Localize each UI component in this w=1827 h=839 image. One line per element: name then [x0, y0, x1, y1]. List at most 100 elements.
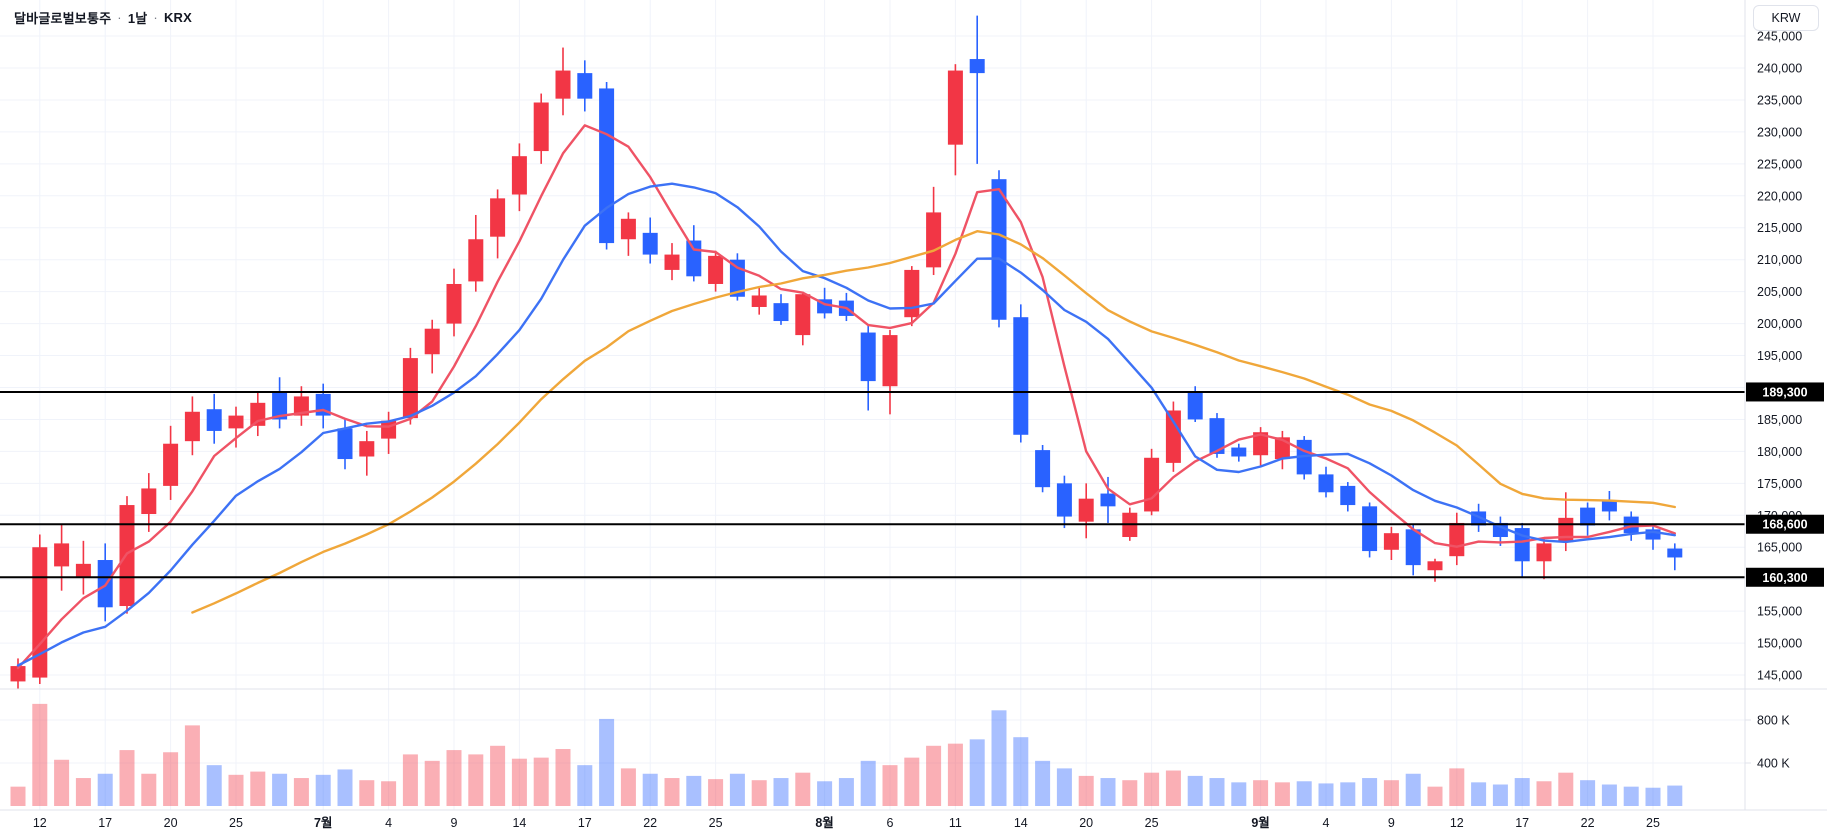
volume-bar: [1667, 785, 1683, 806]
candle-body: [446, 283, 462, 324]
candle-body: [1318, 474, 1334, 493]
candle-body: [1144, 457, 1160, 512]
price-line-badge-label: 189,300: [1762, 385, 1807, 399]
volume-bar: [1296, 781, 1312, 806]
volume-bar: [1536, 781, 1552, 806]
candle-body: [1449, 522, 1465, 557]
price-lines[interactable]: [0, 390, 1745, 579]
candle-body: [1100, 493, 1116, 507]
volume-bar: [1362, 778, 1378, 806]
price-tick-label: 245,000: [1757, 30, 1802, 44]
volume-bar: [10, 786, 26, 806]
candle-body: [184, 411, 200, 442]
candle-body: [1427, 561, 1443, 571]
volume-bar: [184, 725, 200, 806]
candle-body: [533, 102, 549, 152]
time-tick-label: 14: [1014, 816, 1028, 830]
time-tick-label: 20: [164, 816, 178, 830]
price-tick-label: 185,000: [1757, 413, 1802, 427]
time-tick-label: 25: [1145, 816, 1159, 830]
volume-bar: [315, 774, 331, 806]
time-axis[interactable]: 12 17 20 25 7월 4 9 14 17 22 25 8월 6 11 14 20 25 9월 4 9 12 17 2…: [33, 815, 1660, 830]
candle-body: [860, 332, 876, 382]
price-axis[interactable]: 145,000150,000155,000160,000165,000170,0…: [1745, 30, 1824, 771]
candle-body: [969, 59, 985, 74]
candle-body: [751, 295, 767, 307]
time-tick-label: 22: [643, 816, 657, 830]
candle-body: [773, 303, 789, 322]
candle-body: [1558, 517, 1574, 543]
candle-body: [1013, 317, 1029, 435]
candle-body: [468, 239, 484, 282]
candle-body: [1340, 485, 1356, 506]
price-tick-label: 240,000: [1757, 62, 1802, 76]
volume-bar: [1035, 760, 1051, 806]
chart-legend[interactable]: 달바글로벌보통주 · 1날 · KRX: [14, 8, 192, 27]
price-tick-label: 200,000: [1757, 317, 1802, 331]
volume-bar: [599, 718, 615, 806]
volume-bar: [1318, 783, 1334, 806]
price-tick-label: 175,000: [1757, 477, 1802, 491]
candle-body: [228, 415, 244, 429]
candle-body: [359, 441, 375, 457]
candle-body: [75, 563, 91, 577]
volume-bar: [1231, 782, 1247, 806]
candle-body: [708, 255, 724, 284]
candle-body: [1383, 533, 1399, 550]
volume-tick-label: 400 K: [1757, 757, 1790, 771]
time-tick-label: 7월: [314, 815, 332, 830]
volume-bar: [555, 749, 571, 806]
legend-separator: ·: [153, 10, 158, 25]
candle-body: [1580, 507, 1596, 526]
legend-separator: ·: [117, 10, 122, 25]
candle-body: [1492, 522, 1508, 538]
price-tick-label: 205,000: [1757, 285, 1802, 299]
candle-body: [54, 543, 70, 567]
price-tick-label: 195,000: [1757, 349, 1802, 363]
volume-bar: [97, 773, 113, 806]
price-line-badge-label: 168,600: [1762, 518, 1807, 532]
volume-bar: [969, 739, 985, 806]
candle-body: [1405, 529, 1421, 566]
time-tick-label: 6: [887, 816, 894, 830]
time-tick-label: 17: [1515, 816, 1529, 830]
volume-tick-label: 800 K: [1757, 714, 1790, 728]
volume-bar: [75, 778, 91, 806]
volume-bar: [795, 772, 811, 806]
volume-bar: [1449, 768, 1465, 806]
interval-label: 1날: [127, 11, 148, 26]
volume-bar: [620, 768, 636, 806]
volume-bar: [54, 759, 70, 806]
volume-bar: [1274, 782, 1290, 806]
time-tick-label: 17: [578, 816, 592, 830]
candle-body: [10, 666, 26, 682]
volume-bar: [904, 757, 920, 806]
time-tick-label: 9: [451, 816, 458, 830]
candle-body: [599, 88, 615, 244]
candle-body: [337, 428, 353, 460]
volume-bar: [446, 750, 462, 806]
candle-body: [947, 70, 963, 145]
volume-bar: [1601, 784, 1617, 806]
time-tick-label: 25: [709, 816, 723, 830]
time-tick-label: 4: [1323, 816, 1330, 830]
volume-bar: [1209, 778, 1225, 806]
volume-bar: [1383, 780, 1399, 806]
currency-axis-button[interactable]: KRW: [1753, 5, 1819, 31]
volume-bar: [1122, 780, 1138, 806]
volume-bar: [708, 779, 724, 806]
candle-body: [1601, 501, 1617, 512]
price-tick-label: 145,000: [1757, 669, 1802, 683]
candle-body: [1667, 548, 1683, 558]
ma-line-ma-mid: [16, 182, 1677, 667]
volume-bar: [838, 778, 854, 806]
time-tick-label: 14: [512, 816, 526, 830]
candle-body: [1035, 450, 1051, 488]
ma-line-ma-slow: [191, 229, 1677, 614]
candle-body: [1078, 498, 1094, 522]
candle-body: [1209, 418, 1225, 454]
volume-bar: [664, 778, 680, 806]
candle-body: [555, 70, 571, 99]
candle-body: [577, 73, 593, 99]
